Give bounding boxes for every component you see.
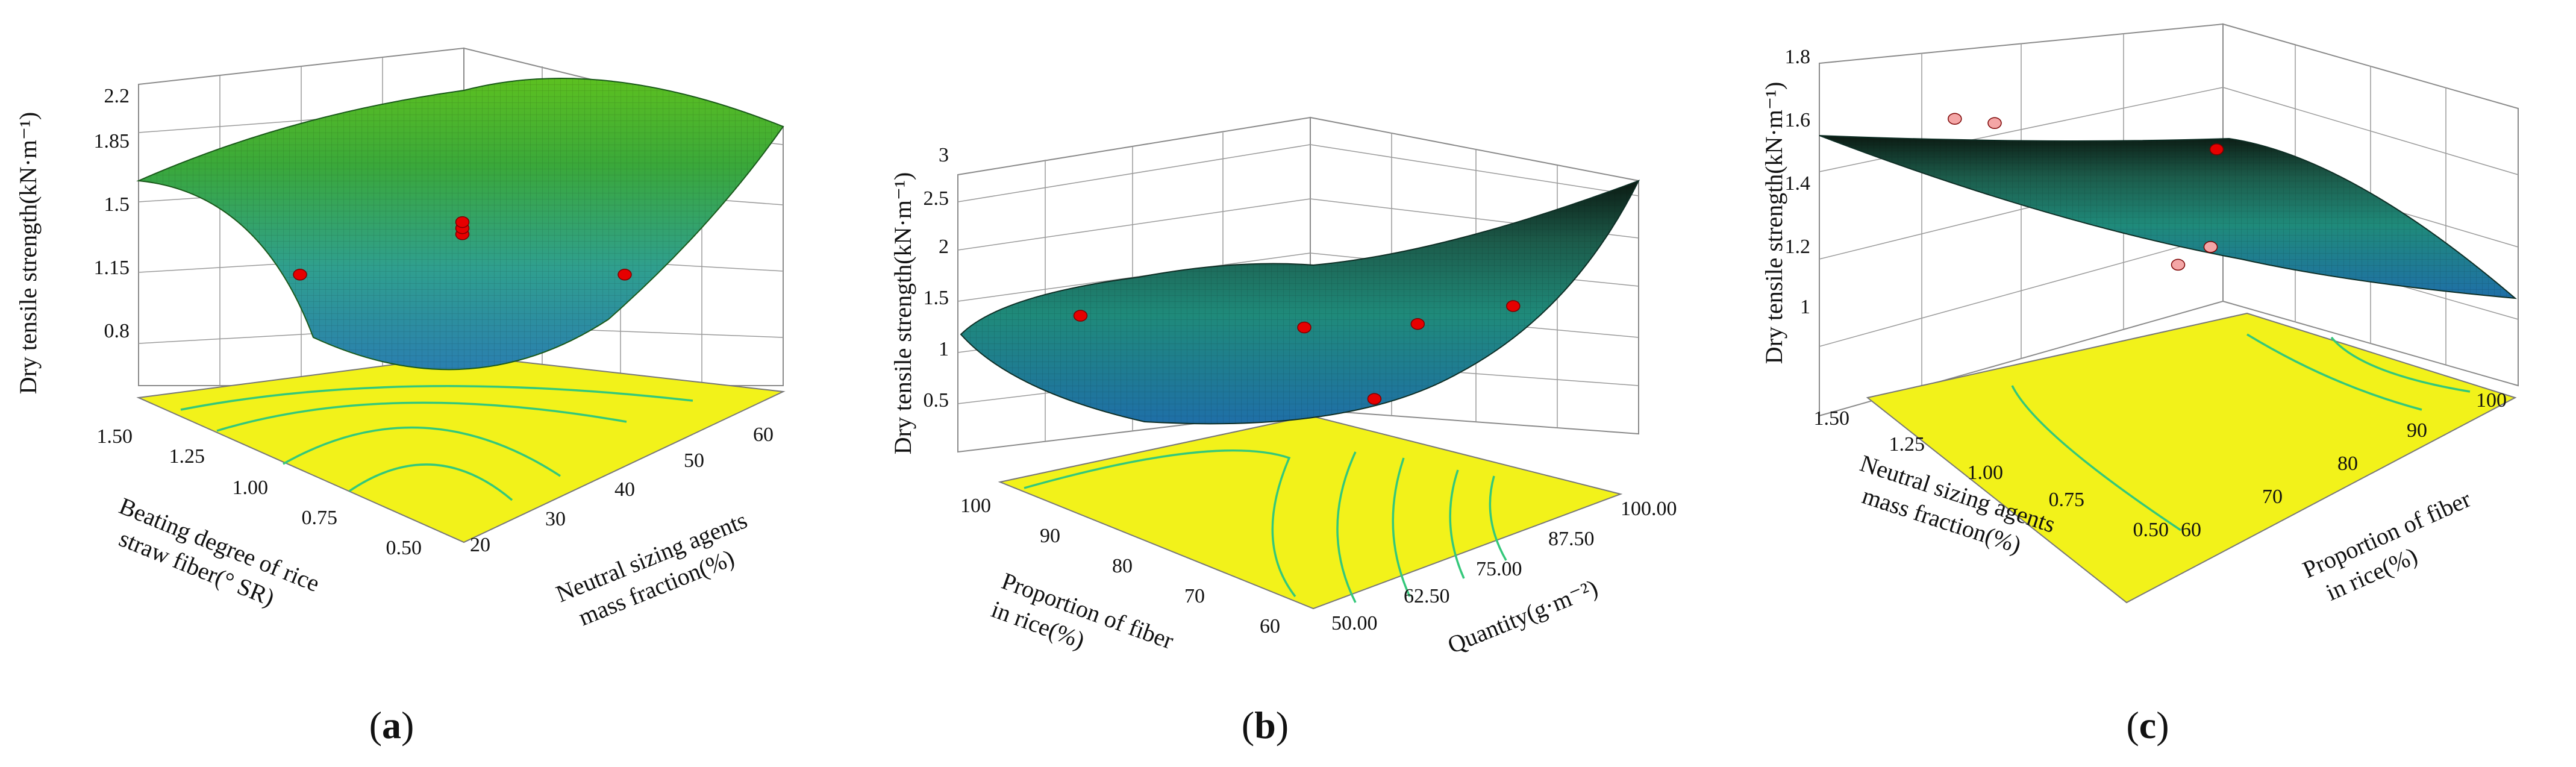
design-point-c	[2171, 258, 2186, 271]
caption-letter-c: c	[2139, 704, 2156, 747]
design-point-b	[1073, 310, 1088, 322]
chart-panel-c: 1 1.2 1.4 1.6 1.8 Dry tensile strength(k…	[1760, 23, 2519, 747]
y-tick-c: 100	[2476, 389, 2507, 412]
z-tick-c: 1.2	[1785, 236, 1811, 258]
x-tick-a: 0.50	[386, 537, 422, 559]
z-tick-b: 0.5	[924, 389, 949, 412]
x-axis-label-b: Proportion of fiber in rice(%)	[988, 567, 1177, 654]
y-tick-b: 62.50	[1404, 585, 1450, 607]
x-tick-a: 1.25	[169, 445, 205, 468]
x-tick-c: 1.25	[1889, 433, 1925, 456]
z-axis-label-b: Dry tensile strength(kN·m⁻¹)	[889, 172, 916, 455]
y-axis-label-b: Quantity(g·m⁻²)	[1444, 574, 1602, 659]
y-tick-a: 20	[470, 534, 490, 556]
y-tick-a: 40	[614, 478, 635, 501]
y-tick-a: 50	[684, 449, 704, 472]
z-axis-label-c: Dry tensile strength(kN·m⁻¹)	[1760, 82, 1787, 365]
z-tick-b: 3	[939, 144, 949, 166]
z-tick-c: 1.4	[1785, 172, 1811, 195]
y-tick-b: 50.00	[1331, 612, 1378, 634]
z-tick-c: 1	[1800, 296, 1810, 318]
design-point-b	[1297, 321, 1311, 334]
z-tick-a: 1.85	[94, 130, 130, 152]
z-tick-b: 1	[939, 338, 949, 360]
y-tick-c: 80	[2337, 452, 2358, 475]
z-tick-b: 1.5	[924, 287, 949, 309]
contour-floor-a	[136, 354, 786, 543]
y-tick-b: 87.50	[1548, 528, 1595, 550]
panel-caption-a: (a)	[369, 704, 414, 747]
z-axis-label-a: Dry tensile strength(kN·m⁻¹)	[14, 112, 42, 395]
design-point-c	[1987, 117, 2002, 130]
y-ticks-b: 50.00 62.50 75.00 87.50 100.00	[1331, 498, 1677, 634]
design-point-c	[2209, 143, 2224, 155]
x-tick-c: 0.75	[2049, 489, 2085, 511]
design-points-b	[1073, 300, 1521, 405]
x-tick-a: 1.00	[233, 477, 269, 499]
y-ticks-a: 20 30 40 50 60	[470, 424, 774, 556]
z-tick-b: 2	[939, 236, 949, 258]
x-tick-a: 1.50	[97, 425, 133, 448]
y-tick-c: 70	[2262, 486, 2283, 508]
y-tick-a: 30	[545, 508, 566, 530]
x-tick-b: 90	[1040, 525, 1060, 547]
right-wall-c	[2222, 23, 2519, 387]
panel-caption-c: (c)	[2126, 704, 2169, 747]
x-ticks-b: 100 90 80 70 60	[960, 495, 1280, 637]
design-point-b	[1367, 393, 1382, 405]
y-axis-label-c: Proportion of fiber in rice(%)	[2298, 485, 2474, 606]
floor-contours-a	[180, 385, 693, 501]
back-walls-c	[1819, 23, 2519, 417]
caption-letter-b: b	[1254, 704, 1276, 747]
x-axis-label-a: Beating degree of rice straw fiber(° SR)	[115, 492, 324, 612]
y-ticks-c: 60 70 80 90 100	[2181, 389, 2507, 541]
caption-letter-a: a	[382, 704, 401, 747]
z-tick-a: 1.5	[104, 193, 130, 216]
design-point-a	[293, 269, 307, 281]
x-tick-b: 80	[1112, 555, 1133, 577]
z-ticks-b: 0.5 1 1.5 2 2.5 3	[924, 144, 949, 412]
z-tick-c: 1.6	[1785, 109, 1811, 131]
y-tick-b: 100.00	[1621, 498, 1677, 520]
design-point-c	[2203, 241, 2218, 253]
design-points-a	[293, 216, 632, 281]
chart-panel-a: 0.8 1.15 1.5 1.85 2.2 Dry tensile streng…	[14, 47, 786, 747]
x-ticks-c: 1.50 1.25 1.00 0.75 0.50	[1814, 407, 2169, 541]
x-tick-b: 70	[1184, 585, 1205, 607]
y-tick-c: 60	[2181, 519, 2201, 541]
y-axis-label-a: Neutral sizing agents mass fraction(%)	[552, 506, 751, 631]
design-point-b	[1410, 318, 1425, 330]
x-ticks-a: 1.50 1.25 1.00 0.75 0.50	[97, 425, 422, 559]
z-tick-a: 0.8	[104, 320, 130, 342]
x-tick-b: 60	[1260, 615, 1280, 637]
x-tick-c: 1.00	[1968, 462, 2004, 484]
z-tick-a: 1.15	[94, 257, 130, 279]
z-tick-a: 2.2	[104, 85, 130, 107]
z-ticks-c: 1 1.2 1.4 1.6 1.8	[1785, 46, 1811, 318]
y-tick-b: 75.00	[1476, 558, 1522, 580]
z-tick-b: 2.5	[924, 187, 949, 210]
y-tick-c: 90	[2407, 419, 2427, 442]
floor-contours-c	[2011, 333, 2471, 531]
x-tick-c: 0.50	[2133, 519, 2169, 541]
chart-panel-b: 0.5 1 1.5 2 2.5 3 Dry tensile strength(k…	[889, 116, 1677, 747]
floor-contours-b	[1024, 449, 1507, 603]
design-point-a	[455, 216, 470, 228]
y-tick-a: 60	[753, 424, 774, 446]
panel-caption-b: (b)	[1242, 704, 1289, 747]
design-point-a	[617, 269, 632, 281]
contour-floor-b	[998, 415, 1623, 610]
contour-floor-c	[1866, 312, 2517, 604]
design-point-c	[1948, 113, 1962, 125]
x-tick-b: 100	[960, 495, 991, 517]
design-point-b	[1506, 300, 1521, 312]
x-tick-a: 0.75	[302, 507, 338, 529]
z-tick-c: 1.8	[1785, 46, 1811, 68]
z-ticks-a: 0.8 1.15 1.5 1.85 2.2	[94, 85, 130, 342]
x-tick-c: 1.50	[1814, 407, 1850, 430]
design-points-c	[1948, 113, 2224, 271]
